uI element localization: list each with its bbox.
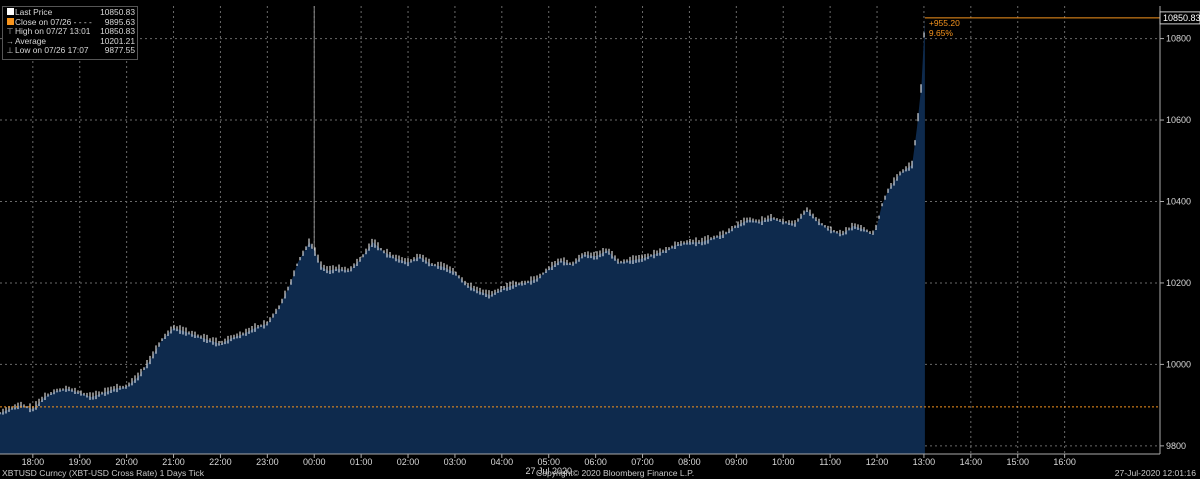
last-price-tag-box xyxy=(1159,11,1200,25)
y-tick-label: 10200 xyxy=(1166,278,1191,288)
legend-value: 10201.21 xyxy=(100,35,135,46)
legend-label: Close on 07/26 - - - - xyxy=(15,16,92,27)
x-tick-label: 02:00 xyxy=(397,457,420,467)
legend-value: 9895.63 xyxy=(104,16,135,27)
change-pct-label: 9.65% xyxy=(929,28,954,38)
x-tick-label: 18:00 xyxy=(22,457,45,467)
legend-item-close: Close on 07/26 - - - - 9895.63 xyxy=(5,16,135,28)
y-tick-label: 10600 xyxy=(1166,115,1191,125)
legend-label: Last Price xyxy=(15,7,53,17)
y-axis-ticks: 9800 10000 10200 10400 10600 10800 xyxy=(1160,34,1191,451)
x-tick-label: 06:00 xyxy=(584,457,607,467)
copyright-text: Copyright© 2020 Bloomberg Finance L.P. xyxy=(536,468,695,478)
y-tick-label: 10400 xyxy=(1166,196,1191,206)
legend-item-low: ⊥ Low on 07/26 17:07 9877.55 xyxy=(5,46,135,56)
x-axis-ticks: 18:00 19:00 20:00 21:00 22:00 23:00 00:00 01:00… xyxy=(22,454,1076,467)
x-tick-label: 22:00 xyxy=(209,457,232,467)
last-price-swatch-icon xyxy=(5,8,15,18)
average-marker-icon: → xyxy=(6,36,14,46)
x-tick-label: 11:00 xyxy=(819,457,841,467)
legend-item-last-price: Last Price 10850.83 xyxy=(5,7,135,18)
timestamp-text: 27-Jul-2020 12:01:16 xyxy=(1114,468,1196,478)
y-tick-label: 10000 xyxy=(1166,359,1191,369)
legend-value: 9877.55 xyxy=(104,45,135,56)
last-price-tag-text: 10850.83 xyxy=(1163,13,1200,23)
legend-box: Last Price 10850.83 Close on 07/26 - - -… xyxy=(2,6,138,60)
x-tick-label: 19:00 xyxy=(68,457,91,467)
high-marker-icon: ⊤ xyxy=(6,27,14,37)
x-tick-label: 07:00 xyxy=(631,457,654,467)
x-tick-label: 14:00 xyxy=(960,457,983,467)
x-tick-label: 12:00 xyxy=(866,457,889,467)
legend-label: High on 07/27 13:01 xyxy=(15,26,91,37)
low-marker-icon: ⊥ xyxy=(6,46,14,56)
x-tick-label: 00:00 xyxy=(303,457,326,467)
x-tick-label: 10:00 xyxy=(772,457,795,467)
x-tick-label: 20:00 xyxy=(115,457,138,467)
legend-label: Low on 07/26 17:07 xyxy=(15,45,89,56)
change-label: +955.20 xyxy=(929,18,960,28)
close-swatch-icon xyxy=(5,17,15,28)
legend-item-average: → Average 10201.21 xyxy=(5,35,135,47)
x-date-label: 27 Jul 2020 xyxy=(525,466,572,476)
x-tick-label: 04:00 xyxy=(491,457,514,467)
x-tick-label: 05:00 xyxy=(537,457,560,467)
x-tick-label: 09:00 xyxy=(725,457,748,467)
last-price-tag: 10850.83 xyxy=(1159,11,1200,25)
x-tick-label: 13:00 xyxy=(913,457,936,467)
price-area xyxy=(0,17,925,455)
security-description: XBTUSD Curncy (XBT-USD Cross Rate) 1 Day… xyxy=(2,468,204,478)
legend-label: Average xyxy=(15,35,47,46)
x-tick-label: 08:00 xyxy=(678,457,701,467)
x-tick-label: 15:00 xyxy=(1006,457,1029,467)
x-tick-label: 01:00 xyxy=(350,457,373,467)
legend-value: 10850.83 xyxy=(100,7,135,17)
x-tick-label: 03:00 xyxy=(444,457,467,467)
legend-value: 10850.83 xyxy=(100,26,135,37)
x-tick-label: 21:00 xyxy=(162,457,185,467)
y-tick-label: 10800 xyxy=(1166,34,1191,44)
legend-item-high: ⊤ High on 07/27 13:01 10850.83 xyxy=(5,27,135,37)
x-tick-label: 23:00 xyxy=(256,457,279,467)
tick-bars xyxy=(0,32,925,415)
y-tick-label: 9800 xyxy=(1166,441,1186,451)
x-tick-label: 16:00 xyxy=(1053,457,1076,467)
